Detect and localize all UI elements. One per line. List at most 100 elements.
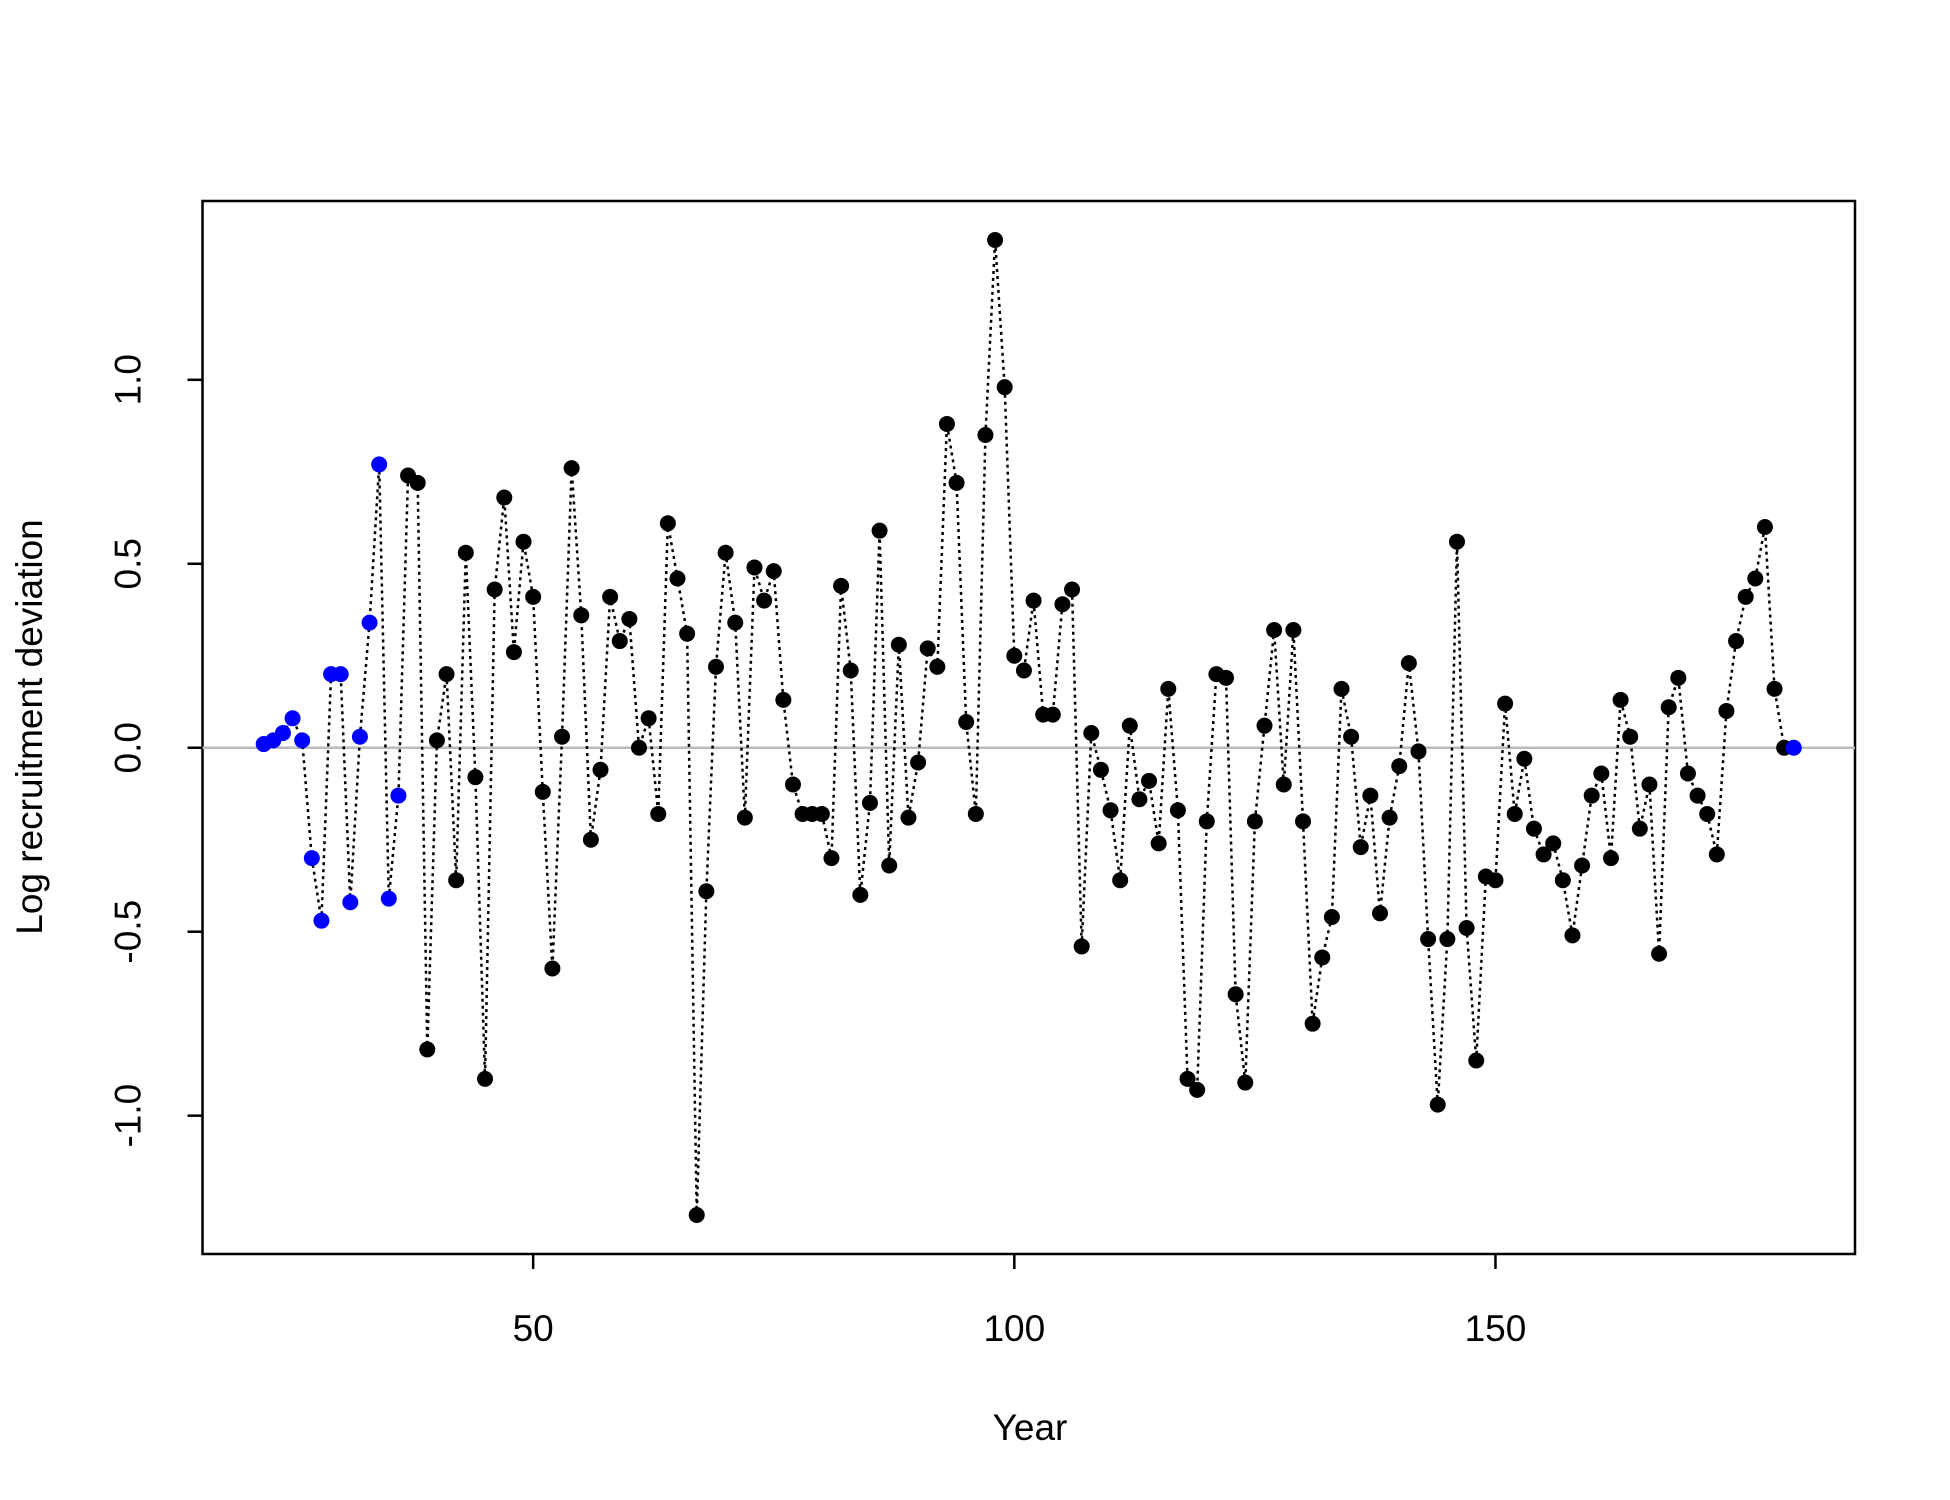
data-point (784, 776, 801, 793)
data-point (756, 592, 773, 609)
data-point (1381, 809, 1398, 826)
data-point (1333, 680, 1350, 697)
data-point (1285, 622, 1302, 638)
data-point (813, 805, 830, 822)
data-point (1506, 805, 1523, 822)
x-axis-label: Year (993, 1407, 1068, 1448)
data-point (294, 732, 311, 749)
data-point (707, 658, 724, 675)
data-point (1102, 802, 1119, 819)
data-point (967, 805, 984, 822)
y-tick-label: -0.5 (107, 900, 148, 964)
data-point (679, 625, 696, 642)
data-point (563, 460, 580, 477)
data-point (1121, 717, 1138, 734)
data-point (1574, 857, 1591, 874)
data-point (1545, 835, 1562, 852)
data-point (1044, 706, 1061, 723)
data-point (486, 581, 503, 598)
data-point (544, 960, 561, 977)
data-point (602, 588, 619, 605)
data-point (621, 610, 638, 627)
data-point (1237, 1074, 1254, 1091)
data-point (861, 794, 878, 811)
data-point (1651, 945, 1668, 962)
data-point (573, 607, 590, 624)
data-point (284, 710, 301, 727)
data-point (833, 577, 850, 594)
data-point (582, 831, 599, 848)
data-point (380, 890, 397, 907)
data-point (1015, 662, 1032, 679)
data-point (1747, 570, 1764, 587)
data-point (1535, 846, 1552, 863)
data-point (890, 636, 907, 653)
data-point (1602, 850, 1619, 867)
data-point (448, 872, 465, 889)
data-point (1064, 581, 1081, 598)
data-point (948, 474, 965, 491)
data-point (698, 883, 715, 900)
data-point (1429, 1096, 1446, 1113)
data-point (428, 732, 445, 749)
data-point (938, 415, 955, 432)
data-point (1391, 758, 1408, 775)
data-point (1554, 872, 1571, 889)
data-point (688, 1207, 705, 1223)
data-point (342, 894, 359, 911)
data-point (1439, 931, 1456, 948)
data-point (1468, 1052, 1485, 1069)
data-point (996, 379, 1013, 396)
data-point (765, 563, 782, 580)
data-point (1708, 846, 1725, 863)
data-point (313, 912, 330, 929)
data-point (1400, 655, 1417, 672)
data-point (1785, 739, 1802, 756)
data-point (717, 544, 734, 561)
data-point (1218, 669, 1235, 686)
data-point (1718, 702, 1735, 719)
data-point (496, 489, 513, 506)
data-point (1227, 986, 1244, 1003)
data-point (1612, 691, 1629, 708)
data-point (592, 761, 609, 778)
data-point (1304, 1015, 1321, 1032)
data-line (263, 239, 1794, 1216)
data-point (1295, 813, 1312, 830)
data-point (1131, 791, 1148, 808)
data-point (842, 662, 859, 679)
data-point (1641, 776, 1658, 793)
data-point (371, 456, 388, 473)
data-point (650, 805, 667, 822)
data-point (631, 739, 648, 756)
data-point (1083, 725, 1100, 742)
data-point (900, 809, 917, 826)
y-tick-label: 0.0 (107, 722, 148, 773)
x-tick-label: 150 (1465, 1308, 1527, 1349)
data-point (1497, 695, 1514, 712)
data-point (1150, 835, 1167, 852)
data-point (361, 614, 378, 631)
data-point (1343, 728, 1360, 745)
data-point (987, 232, 1004, 248)
data-point (1352, 839, 1369, 856)
data-point (958, 713, 975, 730)
data-point (1525, 820, 1542, 837)
data-point (1631, 820, 1648, 837)
data-point (727, 614, 744, 631)
data-point (525, 588, 542, 605)
y-axis-label: Log recruitment deviation (9, 519, 50, 934)
data-point (1583, 787, 1600, 804)
data-point (659, 515, 676, 532)
data-point (1006, 647, 1023, 664)
plot-frame (201, 199, 1857, 1256)
data-point (419, 1041, 436, 1058)
data-point (1054, 596, 1071, 613)
data-point (1266, 622, 1283, 638)
data-point (274, 725, 291, 742)
data-point (1670, 669, 1687, 686)
data-point (977, 427, 994, 443)
data-point (477, 1070, 494, 1087)
data-point (871, 522, 888, 539)
data-point (515, 533, 532, 550)
